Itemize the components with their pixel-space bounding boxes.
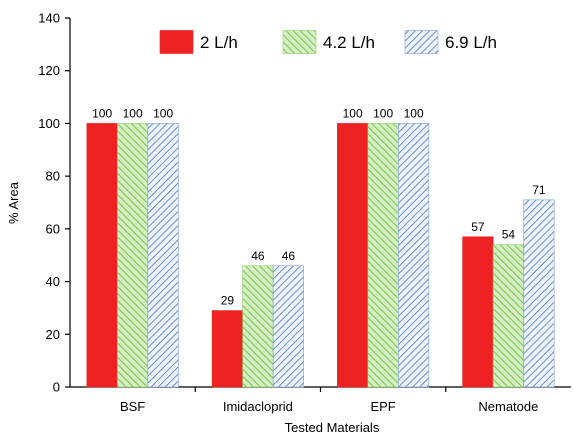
bar	[117, 123, 149, 388]
legend-swatch	[404, 30, 439, 54]
data-label: 57	[471, 220, 485, 234]
data-label: 100	[373, 106, 393, 120]
bar	[337, 123, 369, 388]
legend-swatch	[159, 30, 194, 54]
data-label: 100	[123, 106, 143, 120]
bar	[462, 236, 494, 388]
x-tick-label: EPF	[370, 399, 395, 414]
data-label: 46	[251, 249, 265, 263]
legend: 2 L/h 4.2 L/h 6.9 L/h	[159, 30, 497, 54]
bar	[86, 123, 118, 388]
bar	[272, 265, 304, 388]
bar	[492, 244, 524, 388]
y-tick-label: 0	[53, 380, 60, 395]
legend-label: 4.2 L/h	[323, 33, 375, 52]
bar	[367, 123, 399, 388]
data-labels: 100 100 100 29 46 46 100 100 100 57 54 71	[92, 106, 546, 307]
bar	[242, 265, 274, 388]
data-label: 100	[153, 106, 173, 120]
y-tick-label: 100	[38, 116, 60, 131]
y-tick-label: 140	[38, 11, 60, 26]
data-label: 100	[92, 106, 112, 120]
legend-swatch	[282, 30, 317, 54]
data-label: 100	[404, 106, 424, 120]
data-label: 71	[532, 183, 546, 197]
y-tick-label: 60	[46, 221, 60, 236]
data-label: 46	[282, 249, 296, 263]
y-tick-label: 40	[46, 274, 60, 289]
data-label: 100	[343, 106, 363, 120]
bar	[147, 123, 179, 388]
bar	[211, 310, 243, 388]
bars	[86, 123, 555, 388]
y-tick-label: 20	[46, 327, 60, 342]
bar	[398, 123, 430, 388]
x-tick-label: Nematode	[478, 399, 538, 414]
y-axis-title: % Area	[6, 181, 21, 224]
data-label: 54	[502, 228, 516, 242]
x-axis: BSF Imidacloprid EPF Nematode	[70, 386, 571, 414]
y-axis: 0 20 40 60 80 100 120 140	[38, 11, 71, 395]
y-tick-label: 120	[38, 63, 60, 78]
x-axis-title: Tested Materials	[285, 420, 380, 435]
x-tick-label: BSF	[120, 399, 145, 414]
legend-label: 2 L/h	[200, 33, 238, 52]
x-tick-label: Imidacloprid	[223, 399, 293, 414]
bar	[523, 199, 555, 388]
legend-label: 6.9 L/h	[445, 33, 497, 52]
data-label: 29	[221, 294, 235, 308]
y-tick-label: 80	[46, 169, 60, 184]
